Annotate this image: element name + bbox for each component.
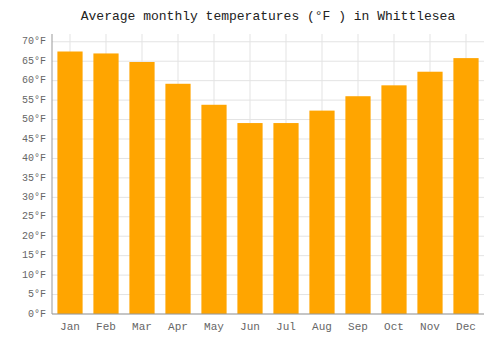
title: Average monthly temperatures (°F ) in Wh…	[81, 9, 456, 24]
bar	[93, 53, 118, 314]
y-tick-label: 40°F	[22, 153, 46, 164]
bars	[57, 52, 478, 315]
y-tick-label: 60°F	[22, 75, 46, 86]
x-tick-label: Jun	[240, 321, 260, 333]
x-tick-label: Aug	[312, 321, 332, 333]
y-grid-line	[52, 41, 484, 42]
x-tick-label: Mar	[132, 321, 152, 333]
y-tick-label: 30°F	[22, 192, 46, 203]
bar	[453, 58, 478, 314]
y-tick-label: 0°F	[28, 309, 46, 320]
x-tick-label: Oct	[384, 321, 404, 333]
bar	[237, 123, 262, 314]
x-tick-label: May	[204, 321, 224, 333]
y-tick-label: 20°F	[22, 231, 46, 242]
bar	[381, 85, 406, 314]
y-tick-label: 65°F	[22, 56, 46, 67]
bar	[201, 105, 226, 314]
axes: 0°F 5°F 10°F 15°F 20°F 25°F 30°F 35°F 40°F 45°F 50…	[22, 34, 484, 333]
y-tick-label: 10°F	[22, 270, 46, 281]
chart-container: 0°F 5°F 10°F 15°F 20°F 25°F 30°F 35°F 40°F 45°F 50…	[0, 0, 500, 350]
bar	[345, 96, 370, 314]
y-tick-label: 35°F	[22, 173, 46, 184]
y-tick-label: 55°F	[22, 95, 46, 106]
y-axis-line	[52, 34, 53, 314]
y-tick-label: 50°F	[22, 114, 46, 125]
bar	[309, 111, 334, 314]
x-tick-label: Nov	[420, 321, 440, 333]
x-tick-label: Dec	[456, 321, 476, 333]
x-tick-label: Feb	[96, 321, 116, 333]
x-tick-label: Apr	[168, 321, 188, 333]
bar	[417, 72, 442, 314]
x-axis-line	[52, 314, 484, 315]
bar	[129, 62, 154, 314]
y-tick-label: 15°F	[22, 250, 46, 261]
y-tick-label: 70°F	[22, 36, 46, 47]
y-tick-label: 25°F	[22, 211, 46, 222]
grid	[52, 34, 484, 314]
x-tick-label: Jan	[60, 321, 80, 333]
bar	[165, 84, 190, 314]
y-tick-label: 45°F	[22, 134, 46, 145]
x-tick-label: Jul	[276, 321, 296, 333]
chart: 0°F 5°F 10°F 15°F 20°F 25°F 30°F 35°F 40°F 45°F 50…	[0, 0, 500, 350]
y-tick-label: 5°F	[28, 289, 46, 300]
bar	[273, 123, 298, 314]
y-grid-line	[52, 314, 484, 315]
x-tick-label: Sep	[348, 321, 368, 333]
bar	[57, 52, 82, 315]
